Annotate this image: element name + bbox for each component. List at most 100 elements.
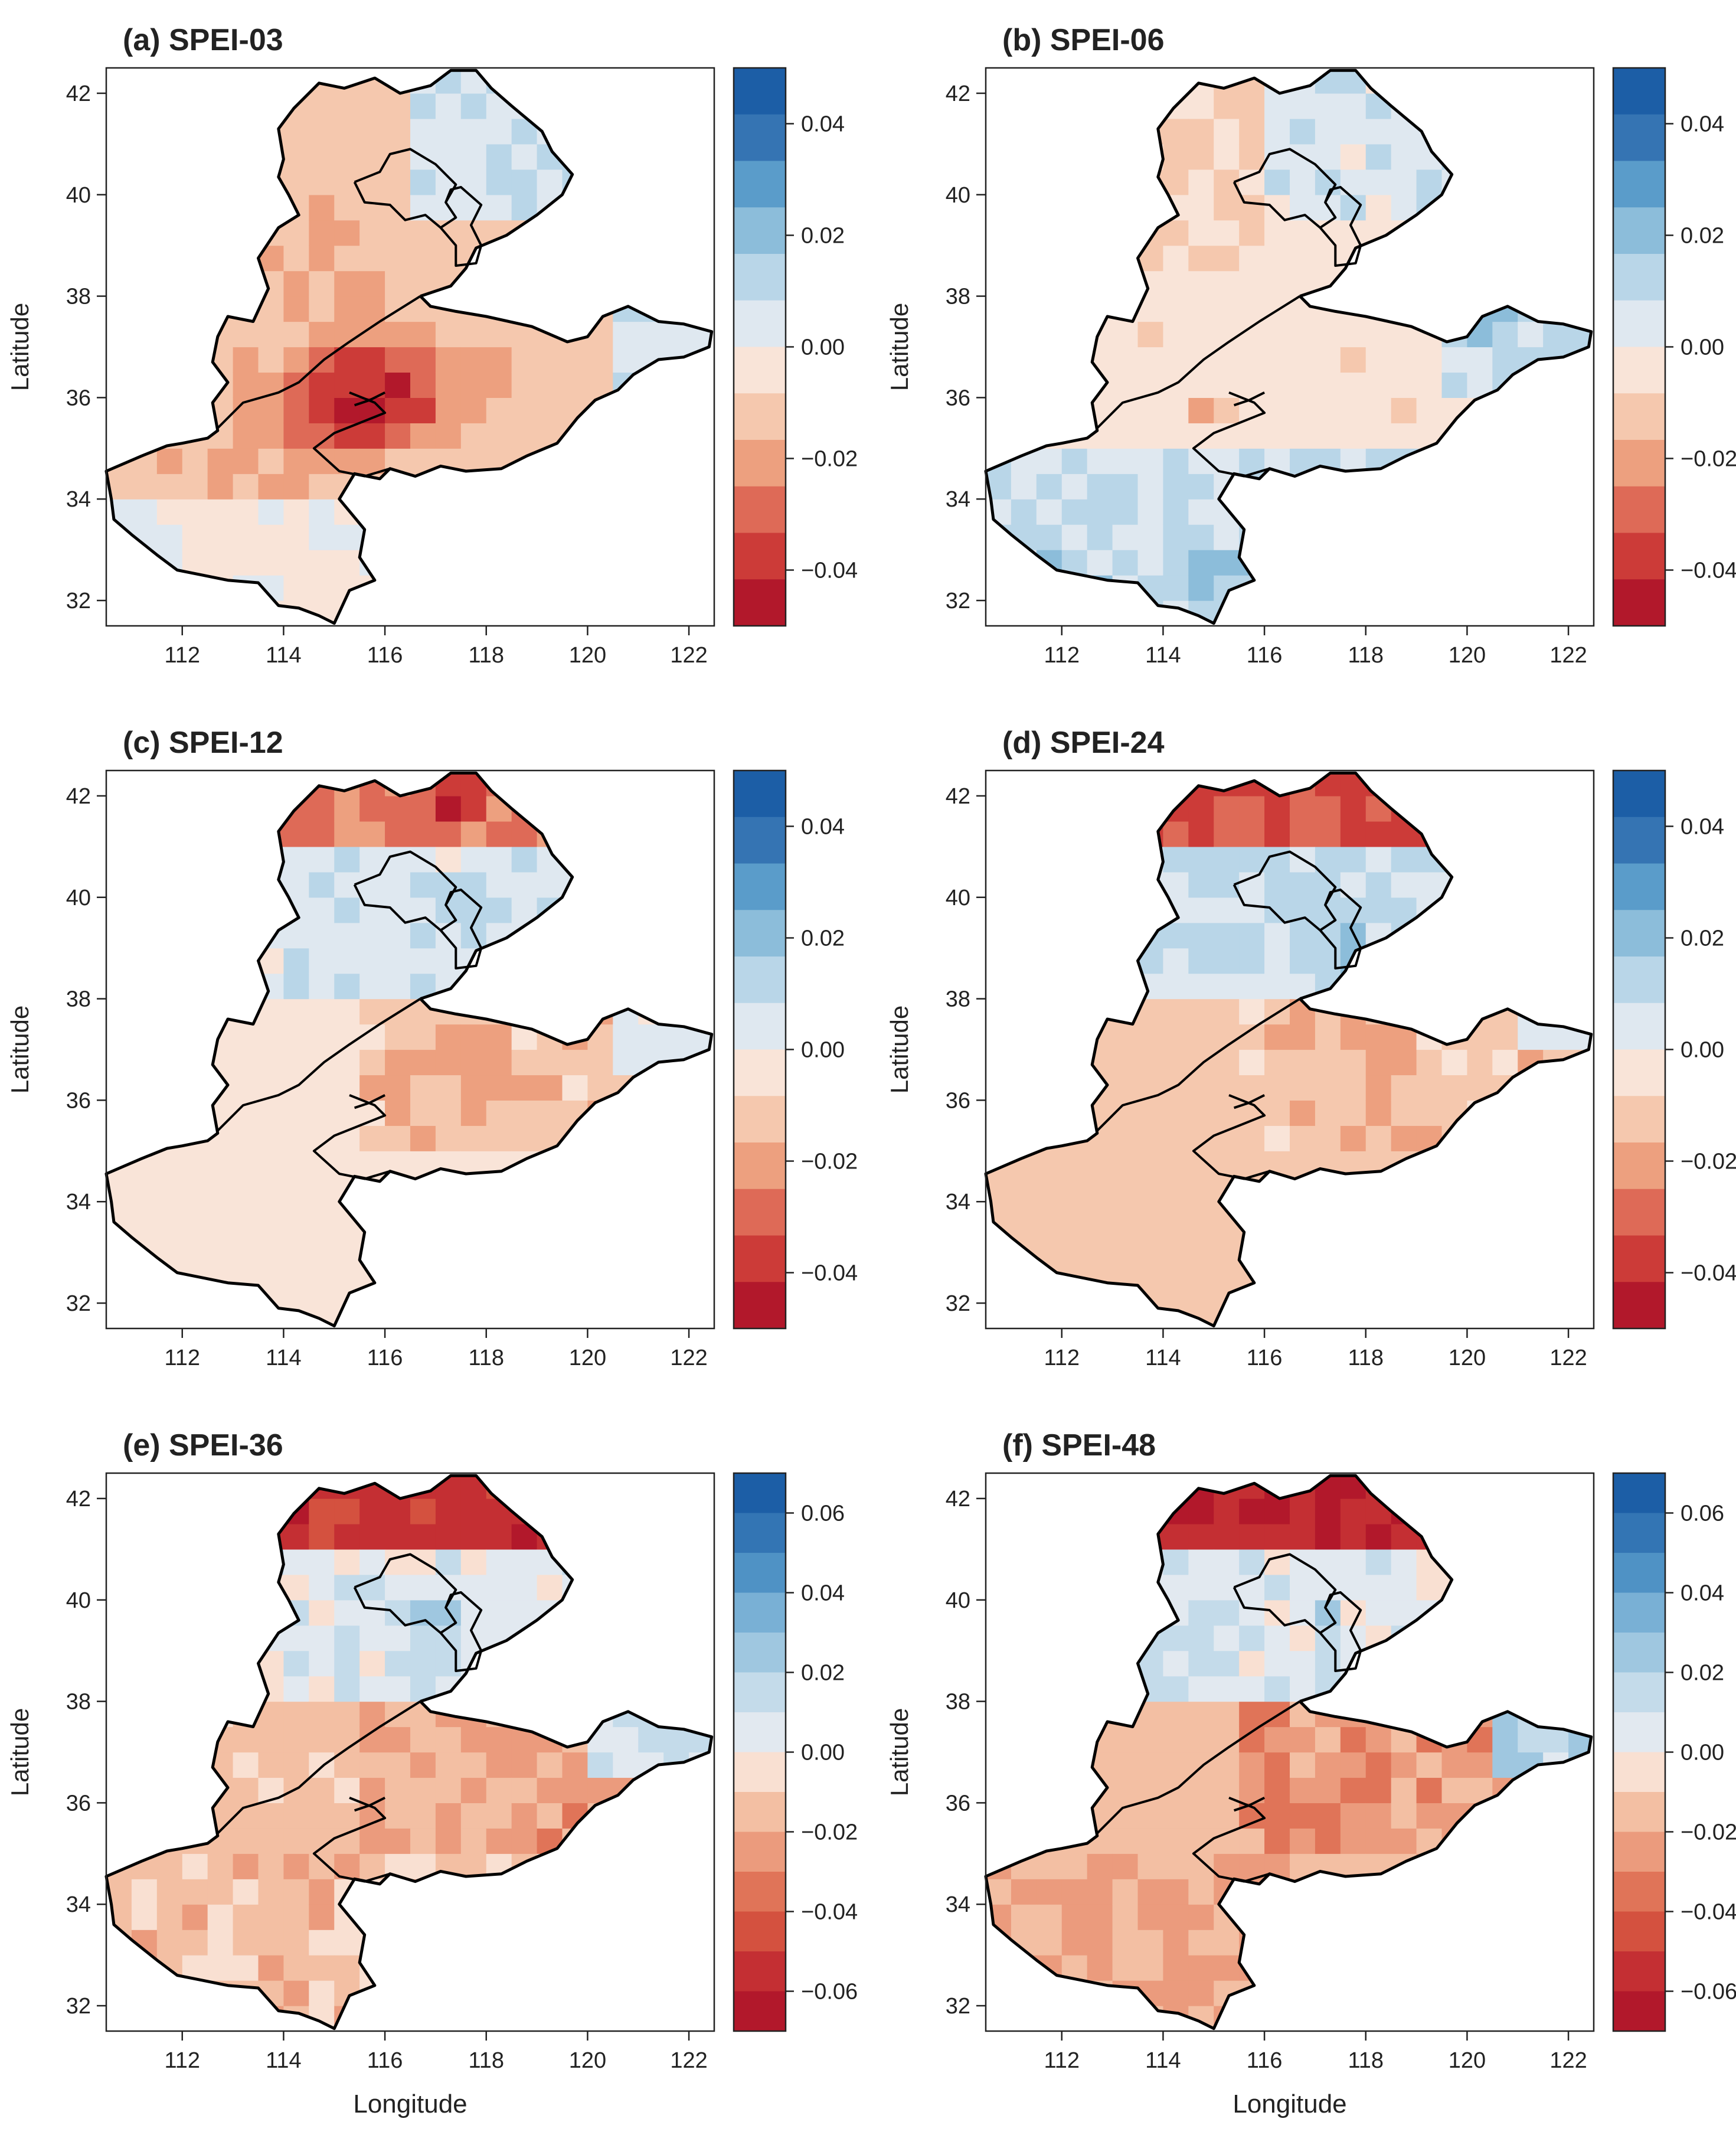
raster-cell [1340, 321, 1366, 348]
raster-cell [1163, 1049, 1189, 1076]
raster-cell [511, 1049, 538, 1076]
raster-cell [1365, 1125, 1392, 1151]
raster-cell [1188, 1202, 1214, 1228]
raster-cell [435, 423, 462, 449]
raster-cell [283, 1278, 309, 1304]
legend-swatch [734, 207, 786, 254]
raster-cell [435, 372, 462, 398]
raster-cell [233, 1955, 259, 1981]
raster-cell [1061, 1879, 1088, 1905]
raster-cell [334, 1227, 360, 1253]
raster-cell [1214, 270, 1240, 297]
raster-cell [156, 474, 183, 500]
raster-cell [207, 524, 234, 550]
raster-cell [233, 372, 259, 398]
raster-cell [435, 795, 462, 822]
panel-title: (a) SPEI-03 [123, 23, 283, 57]
raster-cell [435, 1574, 462, 1601]
raster-cell [1340, 1125, 1366, 1151]
x-tick-label: 120 [1449, 2048, 1486, 2073]
raster-cell [1188, 998, 1214, 1025]
plot-border [105, 1472, 715, 2032]
y-tick-label: 40 [66, 183, 91, 208]
x-tick-label: 118 [1348, 643, 1384, 668]
raster-cell [1315, 1625, 1341, 1651]
raster-cell [283, 448, 309, 474]
raster-cell [309, 1202, 335, 1228]
raster-cell [156, 1879, 183, 1905]
raster-cell [486, 1100, 512, 1126]
raster-cell [182, 1853, 208, 1879]
raster-cell [486, 423, 512, 449]
raster-cell [283, 550, 309, 576]
raster-cell [1188, 948, 1214, 974]
raster-cell [613, 321, 639, 348]
raster-cell [1163, 1523, 1189, 1550]
raster-cell [1290, 1752, 1316, 1778]
raster-cell [1163, 524, 1189, 550]
raster-cell [1315, 93, 1341, 119]
raster-cell [410, 1024, 436, 1050]
raster-cell [359, 998, 385, 1025]
raster-cell [1163, 1024, 1189, 1050]
raster-cell [486, 1549, 512, 1575]
raster-cell [1036, 1202, 1062, 1228]
raster-cell [460, 1125, 487, 1151]
raster-cell [385, 245, 411, 272]
raster-cell [283, 1125, 309, 1151]
raster-cell [385, 321, 411, 348]
raster-cell [1112, 1125, 1139, 1151]
raster-cell [309, 220, 335, 246]
raster-cell [410, 821, 436, 847]
raster-cell [283, 1650, 309, 1677]
raster-cell [1239, 1701, 1265, 1728]
raster-cell [1112, 1252, 1139, 1278]
raster-cell [1112, 524, 1139, 550]
raster-cell [410, 1100, 436, 1126]
raster-cell [1365, 821, 1392, 847]
legend-tick-label: −0.04 [801, 1261, 858, 1286]
raster-cell [385, 795, 411, 822]
raster-cell [1315, 948, 1341, 974]
x-axis-label: Longitude [1232, 2090, 1346, 2118]
raster-cell [131, 1879, 158, 1905]
y-tick-label: 34 [66, 487, 91, 512]
raster-cell [258, 1853, 285, 1879]
map-panel: (e) SPEI-36 112 114 116 118 120 122 32 34 36 38 40 4… [6, 1428, 858, 2118]
raster-cell [1112, 1904, 1139, 1930]
legend-swatch [734, 771, 786, 818]
raster-cell [460, 795, 487, 822]
raster-cell [1315, 1726, 1341, 1753]
raster-cell [410, 1828, 436, 1854]
legend-swatch [734, 1832, 786, 1872]
raster-cell [156, 1904, 183, 1930]
raster-cell [1239, 1125, 1265, 1151]
raster-cell [334, 1777, 360, 1803]
raster-cell [1264, 270, 1290, 297]
legend-swatch [734, 1911, 786, 1952]
raster-cell [435, 1726, 462, 1753]
legend-tick-label: 0.00 [1681, 335, 1724, 360]
raster-cell [435, 948, 462, 974]
legend-swatch [1613, 161, 1665, 208]
raster-cell [486, 169, 512, 195]
raster-cell [1061, 448, 1088, 474]
raster-cell [1163, 499, 1189, 525]
x-tick-label: 112 [1044, 1346, 1080, 1370]
raster-cell [1112, 1227, 1139, 1253]
x-tick-label: 114 [1145, 1346, 1181, 1370]
y-tick-label: 42 [66, 1487, 91, 1512]
y-tick-label: 34 [946, 1190, 970, 1215]
raster-cell [1290, 1574, 1316, 1601]
raster-cell [410, 1049, 436, 1076]
raster-cell [1112, 499, 1139, 525]
raster-cell [283, 1151, 309, 1177]
raster-cell [1061, 1930, 1088, 1956]
x-tick-label: 118 [1348, 2048, 1384, 2073]
raster-cell [385, 397, 411, 423]
raster-cell [1112, 1955, 1139, 1981]
raster-cell [1391, 1075, 1417, 1101]
raster-cell [537, 169, 563, 195]
raster-cell [1188, 1726, 1214, 1753]
raster-cell [1137, 423, 1164, 449]
